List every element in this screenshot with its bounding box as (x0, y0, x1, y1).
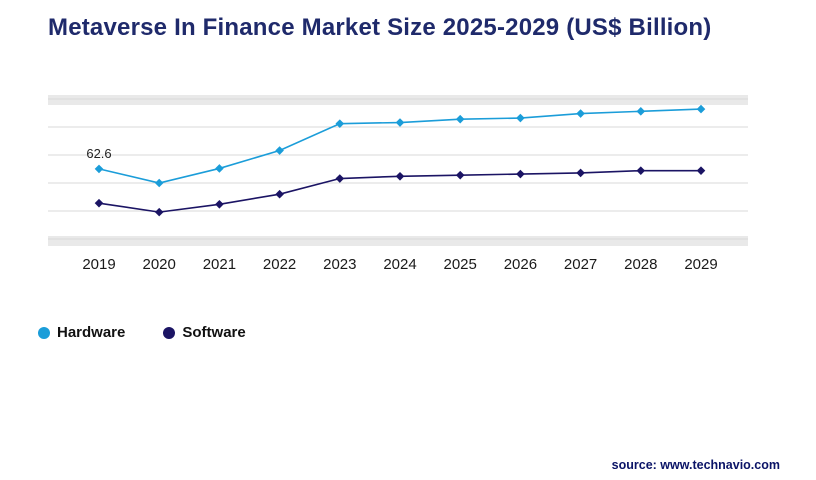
svg-text:2023: 2023 (323, 256, 356, 273)
svg-text:2024: 2024 (383, 256, 416, 273)
svg-text:62.6: 62.6 (86, 146, 111, 161)
chart-title: Metaverse In Finance Market Size 2025-20… (48, 14, 712, 41)
legend-item-hardware: Hardware (38, 324, 125, 341)
svg-text:2027: 2027 (564, 256, 597, 273)
svg-text:2022: 2022 (263, 256, 296, 273)
source-credit: source: www.technavio.com (611, 458, 780, 472)
svg-text:2019: 2019 (82, 256, 115, 273)
svg-text:2021: 2021 (203, 256, 236, 273)
hardware-marker-icon (38, 326, 50, 339)
software-marker-icon (163, 326, 176, 339)
legend-label-software: Software (182, 324, 246, 341)
svg-text:2028: 2028 (624, 256, 657, 273)
svg-text:2025: 2025 (444, 256, 477, 273)
chart-legend: Hardware Software (38, 324, 246, 341)
legend-label-hardware: Hardware (57, 324, 126, 341)
legend-item-software: Software (163, 324, 246, 341)
svg-text:2029: 2029 (684, 256, 717, 273)
svg-text:2026: 2026 (504, 256, 537, 273)
svg-text:2020: 2020 (143, 256, 176, 273)
